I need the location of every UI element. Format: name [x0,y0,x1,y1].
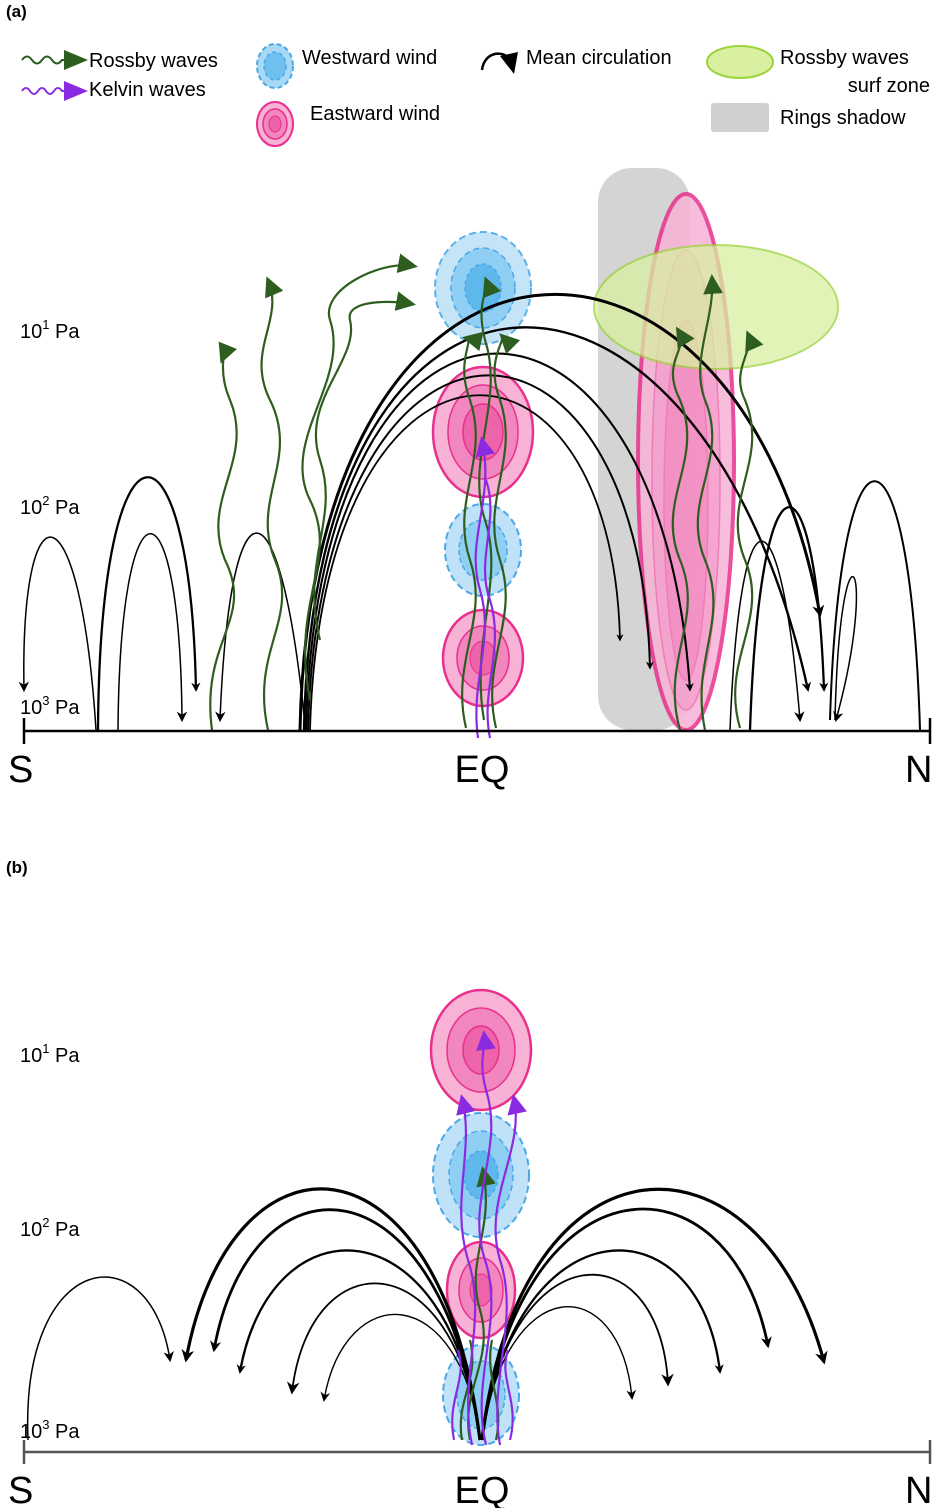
mean-circulation-b [26,1187,828,1441]
legend-surf-zone-line2: surf zone [848,75,930,97]
legend-surf-zone-line1: Rossby waves [780,47,909,69]
axis-b-south-label: S [8,1470,33,1508]
kelvin-waves-b [451,1030,527,1446]
legend-eastward: Eastward wind [256,101,440,147]
eastward-wind-legend-inner [268,115,282,133]
pressure-label-10-1-a: 101 Pa [20,317,80,343]
axis-a-south-label: S [8,749,33,791]
legend-westward-label: Westward wind [302,47,437,69]
legend-eastward-label: Eastward wind [310,103,440,125]
rings-shadow-legend-icon [711,103,769,132]
kelvin-waves-a [474,436,497,739]
legend-surf-zone: Rossby waves surf zone [706,45,930,97]
rossby-waves-a [209,253,764,731]
legend-kelvin: Kelvin waves [21,79,206,101]
westward-wind-legend-inner [263,51,287,81]
legend: Rossby waves Kelvin waves Westward wind … [21,43,930,147]
pressure-label-10-2-b: 102 Pa [20,1215,80,1241]
panel-b: (b) [6,858,932,1508]
panel-a-label: (a) [6,2,27,21]
axis-a: S EQ N [8,718,932,791]
kelvin-wave-legend-icon [21,87,68,95]
rossby-arrowhead-icon [64,50,88,70]
legend-rings-shadow-label: Rings shadow [780,107,906,129]
legend-kelvin-label: Kelvin waves [89,79,206,101]
pressure-label-10-1-b: 101 Pa [20,1041,80,1067]
legend-mean-circulation-label: Mean circulation [526,47,672,69]
axis-b-north-label: N [905,1470,932,1508]
equatorial-winds-b [429,988,533,1446]
legend-westward: Westward wind [256,43,437,89]
legend-mean-circulation: Mean circulation [480,47,672,74]
axis-a-north-label: N [905,749,932,791]
legend-rossby-label: Rossby waves [89,50,218,72]
pressure-label-10-3-b: 103 Pa [20,1417,80,1443]
axis-b-eq-label: EQ [455,1470,510,1508]
pressure-label-10-3-a: 103 Pa [20,693,80,719]
surf-zone-region [593,244,839,370]
mean-circulation-arrowhead-icon [500,52,518,74]
rossby-wave-legend-icon [21,55,68,65]
legend-rings-shadow: Rings shadow [711,103,906,132]
panel-b-label: (b) [6,858,28,877]
panel-a: (a) Rossby waves Kelvin waves Westward w… [6,2,932,791]
mean-circulation-a [18,292,921,731]
kelvin-arrowhead-icon [64,81,88,101]
surf-zone-legend-icon [706,45,774,79]
legend-rossby: Rossby waves [21,50,218,72]
axis-b: S EQ N [8,1440,932,1508]
pressure-label-10-2-a: 102 Pa [20,493,80,519]
axis-a-eq-label: EQ [455,749,510,791]
